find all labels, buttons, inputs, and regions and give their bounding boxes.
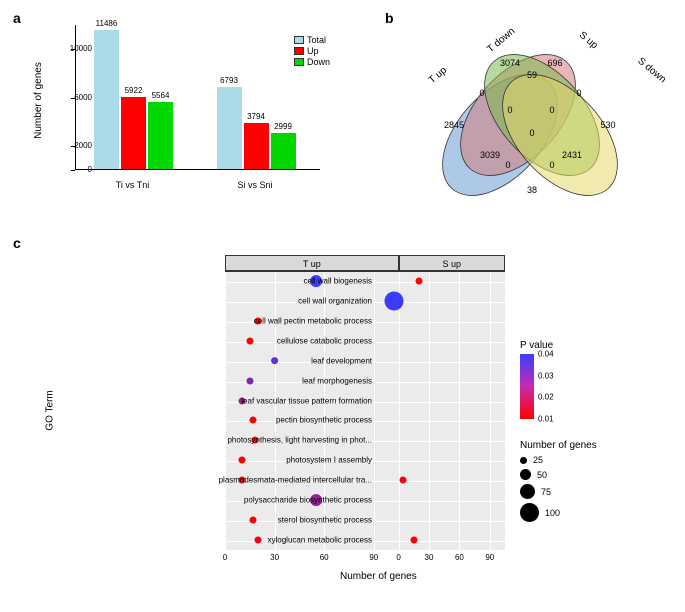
bar-value-label: 11486	[96, 19, 118, 28]
go-term-label: polysaccharide biosynthetic process	[244, 496, 372, 505]
panel-c-xtick: 0	[223, 553, 227, 562]
venn-region-value: 0	[576, 88, 581, 98]
panel-c-dotplot: GO Term T upS up cell wall biogenesis cel…	[40, 245, 660, 590]
venn-svg	[390, 15, 670, 210]
bar	[148, 102, 173, 169]
panel-c-xtick: 30	[425, 553, 434, 562]
dot-point	[238, 457, 245, 464]
legend-item: Up	[294, 46, 330, 56]
go-term-label: xyloglucan metabolic process	[268, 536, 373, 545]
size-legend-item: 50	[520, 469, 597, 480]
dot-point	[250, 417, 257, 424]
pvalue-colorbar: 0.010.020.030.04	[520, 354, 534, 419]
bar-value-label: 5564	[152, 91, 170, 100]
venn-region-value: 0	[505, 160, 510, 170]
go-term-label: sterol biosynthetic process	[278, 516, 372, 525]
size-legend-item: 25	[520, 455, 597, 465]
facet-header: S up	[399, 255, 505, 271]
size-legend-item: 75	[520, 484, 597, 499]
facet-panel	[399, 271, 505, 550]
go-term-label: plasmodesmata-mediated intercellular tra…	[219, 476, 372, 485]
go-term-label: photosynthesis, light harvesting in phot…	[227, 436, 372, 445]
dot-point	[415, 277, 422, 284]
panel-a-ylabel: Number of genes	[33, 62, 44, 139]
figure-root: a b c Number of genes 02000600010000 114…	[10, 10, 675, 602]
bar-value-label: 2999	[274, 122, 292, 131]
venn-region-value: 38	[527, 185, 537, 195]
panel-a-legend: TotalUpDown	[294, 35, 330, 68]
pvalue-tick: 0.01	[538, 415, 554, 424]
go-term-label: leaf vascular tissue pattern formation	[241, 396, 372, 405]
bar	[271, 133, 296, 169]
dot-point	[271, 357, 279, 365]
size-legend-item: 100	[520, 503, 597, 522]
venn-region-value: 3039	[480, 150, 500, 160]
venn-region-value: 696	[547, 58, 562, 68]
dot-point	[250, 517, 257, 524]
panel-b-venn: T upT downS upS down28453074696530030393…	[390, 15, 670, 210]
bar	[244, 123, 269, 169]
pvalue-tick: 0.04	[538, 350, 554, 359]
venn-region-value: 0	[549, 105, 554, 115]
panel-label-a: a	[13, 10, 21, 26]
go-term-label: cell wall biogenesis	[304, 276, 372, 285]
panel-c-xtick: 0	[396, 553, 400, 562]
dot-point	[384, 291, 403, 310]
go-term-label: cell wall organization	[298, 296, 372, 305]
panel-a-plot-area: 1148659225564679337942999	[75, 25, 320, 170]
go-term-label: pectin biosynthetic process	[276, 416, 372, 425]
venn-region-value: 0	[507, 105, 512, 115]
go-term-label: leaf development	[311, 356, 372, 365]
dot-point	[410, 537, 417, 544]
panel-a-xtick: Ti vs Tni	[116, 180, 150, 190]
go-term-label: cellulose catabolic process	[277, 336, 372, 345]
bar	[121, 97, 146, 169]
dot-point	[246, 337, 253, 344]
go-term-label: cell wall pectin metabolic process	[254, 316, 372, 325]
venn-region-value: 2845	[444, 120, 464, 130]
venn-region-value: 530	[600, 120, 615, 130]
legend-item: Total	[294, 35, 330, 45]
panel-c-xtick: 60	[455, 553, 464, 562]
pvalue-tick: 0.03	[538, 371, 554, 380]
facet-panel	[225, 271, 399, 550]
pvalue-tick: 0.02	[538, 393, 554, 402]
panel-a-barchart: Number of genes 02000600010000 114865922…	[30, 20, 340, 195]
facet-header: T up	[225, 255, 399, 271]
bar	[217, 87, 242, 169]
size-legend-title: Number of genes	[520, 440, 597, 451]
venn-region-value: 0	[529, 128, 534, 138]
go-term-label: photosystem I assembly	[286, 456, 372, 465]
panel-c-xtick: 30	[270, 553, 279, 562]
panel-label-c: c	[13, 235, 21, 251]
bar	[94, 30, 119, 169]
size-legend: Number of genes 25 50 75 100	[520, 440, 597, 526]
venn-region-value: 59	[527, 70, 537, 80]
panel-c-xtick: 60	[320, 553, 329, 562]
dot-point	[246, 377, 253, 384]
panel-c-xtick: 90	[369, 553, 378, 562]
panel-c-xlabel: Number of genes	[340, 571, 417, 582]
venn-region-value: 2431	[562, 150, 582, 160]
venn-region-value: 3074	[500, 58, 520, 68]
bar-value-label: 6793	[220, 76, 238, 85]
dot-point	[255, 537, 262, 544]
panel-c-xtick: 90	[485, 553, 494, 562]
panel-a-xtick: Si vs Sni	[237, 180, 272, 190]
pvalue-legend: P value 0.010.020.030.04	[520, 340, 585, 419]
legend-item: Down	[294, 57, 330, 67]
dot-point	[399, 477, 406, 484]
bar-value-label: 5922	[125, 86, 143, 95]
bar-value-label: 3794	[247, 112, 265, 121]
go-term-label: leaf morphogenesis	[302, 376, 372, 385]
panel-c-ylabel: GO Term	[45, 390, 56, 430]
venn-region-value: 0	[479, 88, 484, 98]
venn-region-value: 0	[549, 160, 554, 170]
